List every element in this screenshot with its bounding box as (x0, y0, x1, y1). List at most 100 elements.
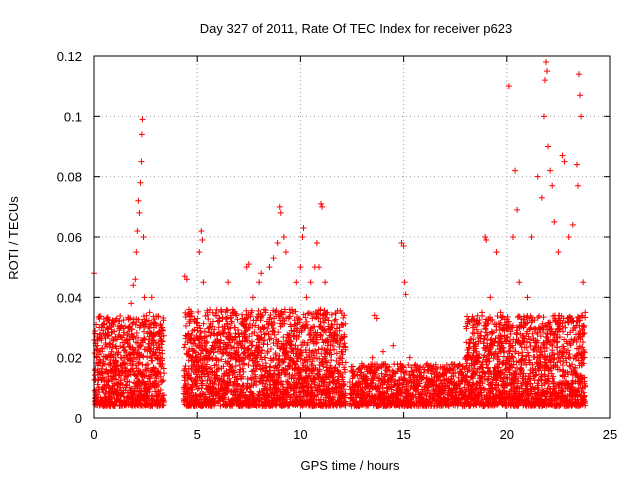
data-point (203, 346, 210, 353)
chart-title: Day 327 of 2011, Rate Of TEC Index for r… (200, 21, 512, 36)
data-point (120, 317, 127, 324)
data-point (272, 350, 279, 357)
x-tick-label: 5 (194, 427, 201, 442)
data-point (210, 349, 217, 356)
data-point (341, 340, 348, 347)
data-point (267, 384, 274, 391)
data-point (497, 319, 504, 326)
data-points (91, 59, 589, 409)
data-point (516, 340, 523, 347)
data-point (188, 389, 195, 396)
data-point (428, 370, 435, 377)
data-point (524, 349, 531, 356)
data-point (339, 351, 346, 358)
data-point (527, 380, 534, 387)
data-point (329, 394, 336, 401)
data-point (324, 359, 331, 366)
data-point (478, 374, 485, 381)
data-point (264, 341, 271, 348)
data-point (279, 381, 286, 388)
data-point (201, 343, 208, 350)
data-point (282, 370, 289, 377)
data-point (372, 371, 379, 378)
data-point (191, 348, 198, 355)
data-point (126, 378, 133, 385)
data-point (161, 392, 168, 399)
data-point (254, 358, 261, 365)
data-point (482, 347, 489, 354)
data-point (280, 341, 287, 348)
data-point (319, 336, 326, 343)
data-point (245, 361, 252, 368)
data-point (199, 342, 206, 349)
data-point (278, 308, 285, 315)
data-point (487, 380, 494, 387)
data-point (524, 319, 531, 326)
data-point (300, 393, 307, 400)
data-point (427, 362, 434, 369)
data-point (237, 394, 244, 401)
data-point (217, 337, 224, 344)
data-point (118, 322, 125, 329)
data-point (525, 391, 532, 398)
data-point (194, 315, 201, 322)
data-point (303, 321, 310, 328)
data-point (309, 368, 316, 375)
data-point (473, 326, 480, 333)
data-point (209, 323, 216, 330)
data-point (434, 365, 441, 372)
data-point (276, 352, 283, 359)
data-point (507, 331, 514, 338)
data-point (112, 376, 119, 383)
data-point (522, 320, 529, 327)
data-point (526, 315, 533, 322)
data-point (472, 341, 479, 348)
data-point (445, 402, 452, 409)
data-point (260, 325, 267, 332)
data-point (437, 377, 444, 384)
data-point (531, 317, 538, 324)
data-point (336, 327, 343, 334)
data-point (315, 346, 322, 353)
x-tick-label: 20 (500, 427, 514, 442)
x-tick-label: 25 (603, 427, 617, 442)
data-point (331, 365, 338, 372)
data-point (263, 377, 270, 384)
x-tick-label: 10 (293, 427, 307, 442)
data-point (323, 358, 330, 365)
data-point (400, 364, 407, 371)
data-point (513, 370, 520, 377)
data-point (200, 320, 207, 327)
data-point (182, 363, 189, 370)
data-point (529, 330, 536, 337)
data-point (160, 317, 167, 324)
data-point (252, 375, 259, 382)
data-point (267, 335, 274, 342)
data-point (267, 312, 274, 319)
data-point (483, 322, 490, 329)
data-point (341, 392, 348, 399)
data-point (399, 384, 406, 391)
data-point (157, 386, 164, 393)
data-point (365, 402, 372, 409)
data-point (97, 313, 104, 320)
data-point (159, 378, 166, 385)
data-point (458, 369, 465, 376)
data-point (384, 371, 391, 378)
data-point (320, 319, 327, 326)
data-point (304, 358, 311, 365)
data-point (341, 312, 348, 319)
data-point (132, 372, 139, 379)
data-point (342, 346, 349, 353)
data-point (302, 314, 309, 321)
data-point (554, 344, 561, 351)
data-point (124, 373, 131, 380)
x-tick-label: 15 (396, 427, 410, 442)
data-point (504, 313, 511, 320)
data-point (234, 316, 241, 323)
data-point (140, 353, 147, 360)
data-point (366, 388, 373, 395)
data-point (271, 331, 278, 338)
data-point (311, 375, 318, 382)
